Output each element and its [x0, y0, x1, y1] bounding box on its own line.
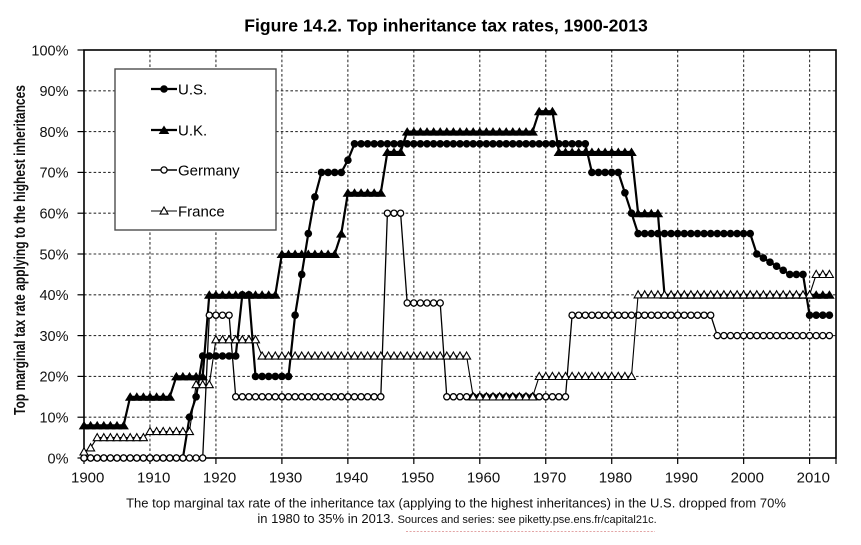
svg-text:Top marginal tax rate applying: Top marginal tax rate applying to the hi…	[12, 85, 29, 415]
svg-text:0%: 0%	[48, 451, 69, 467]
svg-text:1960: 1960	[467, 470, 500, 487]
svg-text:80%: 80%	[39, 125, 68, 141]
svg-text:1930: 1930	[269, 470, 302, 487]
svg-text:Germany: Germany	[178, 162, 240, 179]
svg-text:2010: 2010	[797, 470, 830, 487]
svg-text:1920: 1920	[203, 470, 236, 487]
svg-text:Figure 14.2. Top inheritance t: Figure 14.2. Top inheritance tax rates, …	[244, 16, 648, 36]
svg-text:1900: 1900	[71, 470, 104, 487]
svg-text:1940: 1940	[335, 470, 368, 487]
svg-text:40%: 40%	[39, 288, 68, 304]
svg-text:in 1980 to 35% in 2013. Source: in 1980 to 35% in 2013. Sources and seri…	[257, 511, 656, 526]
svg-text:90%: 90%	[39, 84, 68, 100]
svg-text:100%: 100%	[31, 43, 68, 59]
svg-text:10%: 10%	[39, 411, 68, 427]
svg-text:U.S.: U.S.	[178, 81, 207, 98]
svg-text:U.K.: U.K.	[178, 122, 207, 139]
svg-text:1970: 1970	[533, 470, 566, 487]
svg-text:1990: 1990	[665, 470, 698, 487]
svg-text:1980: 1980	[599, 470, 632, 487]
svg-text:60%: 60%	[39, 207, 68, 223]
svg-text:1910: 1910	[137, 470, 170, 487]
svg-text:30%: 30%	[39, 329, 68, 345]
svg-text:20%: 20%	[39, 370, 68, 386]
svg-text:The top marginal tax rate of t: The top marginal tax rate of the inherit…	[126, 496, 786, 511]
svg-text:France: France	[178, 203, 225, 220]
svg-text:50%: 50%	[39, 247, 68, 263]
svg-text:70%: 70%	[39, 166, 68, 182]
svg-text:2000: 2000	[731, 470, 764, 487]
svg-text:1950: 1950	[401, 470, 434, 487]
